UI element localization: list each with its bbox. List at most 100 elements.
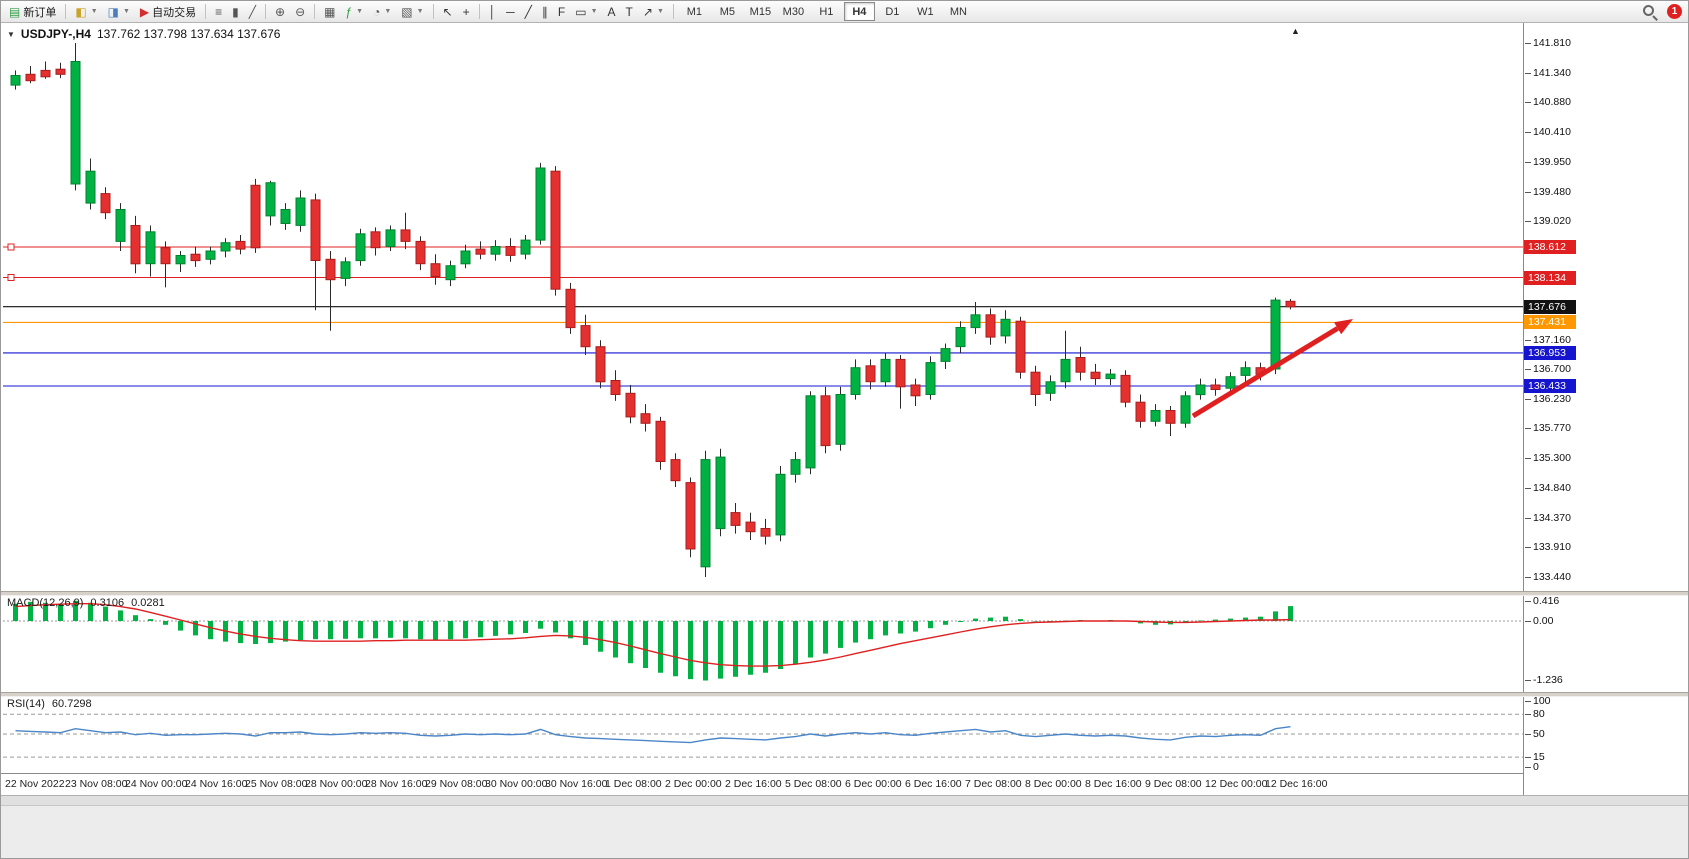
- timeframe-button-mn[interactable]: MN: [949, 5, 967, 18]
- search-button[interactable]: [1637, 1, 1662, 22]
- time-axis-label: 7 Dec 08:00: [965, 778, 1022, 790]
- rsi-axis-tick: 0: [1525, 761, 1539, 773]
- timeframe-button-m5[interactable]: M5: [719, 5, 736, 18]
- price-axis[interactable]: 141.810 141.340 140.880 140.410 139.950 139.4…: [1523, 23, 1688, 858]
- price-level-badge: 138.134: [1524, 271, 1576, 285]
- time-axis-label: 8 Dec 00:00: [1025, 778, 1082, 790]
- horizontal-line-button[interactable]: ─: [501, 1, 520, 22]
- price-level-badge: 138.612: [1524, 240, 1576, 254]
- new-order-button[interactable]: ▤ 新订单: [4, 1, 61, 22]
- candlestick-mode-button[interactable]: ▮: [227, 1, 244, 22]
- auto-trading-button-label: 自动交易: [152, 6, 197, 19]
- toolbar-separator: [672, 4, 674, 19]
- profiles-button[interactable]: ◨ ▼: [103, 1, 135, 22]
- time-axis-label: 6 Dec 00:00: [845, 778, 902, 790]
- notifications-badge[interactable]: 1: [1667, 4, 1682, 19]
- dropdown-caret-icon: ▼: [590, 8, 598, 15]
- bar-chart-mode-button[interactable]: ≡: [210, 1, 227, 22]
- channel-button[interactable]: ∥: [537, 1, 553, 22]
- timeframe-button-m30[interactable]: M30: [782, 5, 805, 18]
- price-chart-canvas[interactable]: [3, 25, 1523, 591]
- price-tick: 139.480: [1525, 186, 1571, 198]
- cursor-button[interactable]: ↖: [438, 1, 458, 22]
- toolbar: ▤ 新订单 ◧ ▼ ◨ ▼ ▶ 自动交易 ≡ ▮ ╱ ⊕ ⊖ ▦ ƒ ▼ ◔ ▼ ▧ ▼ ↖ + │ ─ ╱ ∥ F ▭ ▼ A T ↗ ▼ M1…: [1, 1, 1688, 23]
- timeframe-button-d1[interactable]: D1: [885, 5, 900, 18]
- cursor-button-icon: ↖: [442, 4, 453, 19]
- dropdown-caret-icon: ▼: [656, 8, 664, 15]
- price-tick: 135.300: [1525, 452, 1571, 464]
- time-axis-label: 29 Nov 08:00: [425, 778, 488, 790]
- ohlc-values: 137.762 137.798 137.634 137.676: [96, 27, 281, 41]
- price-level-badge: 137.431: [1524, 315, 1576, 329]
- time-axis[interactable]: 22 Nov 2022 23 Nov 08:00 24 Nov 00:00 24 No…: [1, 773, 1523, 795]
- rsi-panel-canvas[interactable]: [3, 695, 1523, 773]
- time-axis-label: 8 Dec 16:00: [1085, 778, 1142, 790]
- macd-main-value: 0.3106: [90, 597, 125, 609]
- macd-panel-canvas[interactable]: [3, 594, 1523, 692]
- time-axis-label: 2 Dec 16:00: [725, 778, 782, 790]
- indicators-button-icon: ƒ: [345, 4, 353, 19]
- price-tick: 137.160: [1525, 334, 1571, 346]
- dropdown-caret-icon: ▼: [416, 8, 424, 15]
- time-axis-label: 23 Nov 08:00: [65, 778, 128, 790]
- toolbar-separator: [432, 4, 434, 19]
- dropdown-caret-icon: ▼: [90, 8, 98, 15]
- macd-label: MACD(12,26,9) 0.3106 0.0281: [7, 597, 165, 609]
- autoscroll-marker-icon[interactable]: ▲: [1291, 26, 1300, 36]
- search-icon: [1642, 4, 1657, 19]
- bar-chart-mode-button-icon: ≡: [215, 4, 223, 19]
- line-chart-mode-button[interactable]: ╱: [244, 1, 261, 22]
- dropdown-caret-icon: ▼: [356, 8, 364, 15]
- tile-windows-button[interactable]: ▦: [319, 1, 340, 22]
- horizontal-line-button-icon: ─: [506, 4, 515, 19]
- time-axis-label: 30 Nov 00:00: [485, 778, 548, 790]
- time-axis-label: 28 Nov 00:00: [305, 778, 368, 790]
- new-chart-button[interactable]: ◧ ▼: [70, 1, 102, 22]
- panel-splitter[interactable]: [1, 591, 1688, 596]
- timeframe-button-m15[interactable]: M15: [749, 5, 772, 18]
- trendline-button[interactable]: ╱: [520, 1, 537, 22]
- price-tick: 139.950: [1525, 156, 1571, 168]
- price-level-badge: 137.676: [1524, 300, 1576, 314]
- price-tick: 135.770: [1525, 422, 1571, 434]
- time-axis-label: 1 Dec 08:00: [605, 778, 662, 790]
- time-axis-label: 5 Dec 08:00: [785, 778, 842, 790]
- timeframe-button-h4[interactable]: H4: [843, 2, 875, 21]
- rsi-label: RSI(14) 60.7298: [7, 698, 92, 710]
- time-axis-label: 12 Dec 16:00: [1265, 778, 1328, 790]
- rsi-axis-tick: 80: [1525, 708, 1545, 720]
- vertical-line-button[interactable]: │: [484, 1, 502, 22]
- zoom-in-button[interactable]: ⊕: [270, 1, 290, 22]
- timeframe-button-h1[interactable]: H1: [819, 5, 834, 18]
- timeframe-button-w1[interactable]: W1: [917, 5, 934, 18]
- auto-trading-button[interactable]: ▶ 自动交易: [135, 1, 201, 22]
- status-bar: [1, 795, 1688, 858]
- time-axis-label: 9 Dec 08:00: [1145, 778, 1202, 790]
- templates-button[interactable]: ▧ ▼: [396, 1, 428, 22]
- price-level-badge: 136.433: [1524, 379, 1576, 393]
- fibonacci-button[interactable]: F: [553, 1, 570, 22]
- rsi-axis-tick: 50: [1525, 728, 1545, 740]
- toolbar-separator: [478, 4, 480, 19]
- text-button[interactable]: A: [603, 1, 621, 22]
- panel-splitter[interactable]: [1, 692, 1688, 697]
- indicators-button[interactable]: ƒ ▼: [340, 1, 368, 22]
- zoom-out-button[interactable]: ⊖: [290, 1, 310, 22]
- chart-title: ▼ USDJPY-,H4 137.762 137.798 137.634 137…: [7, 27, 280, 41]
- price-tick: 140.880: [1525, 96, 1571, 108]
- zoom-in-button-icon: ⊕: [275, 4, 286, 19]
- crosshair-button[interactable]: +: [458, 1, 475, 22]
- shapes-button[interactable]: ▭ ▼: [570, 1, 602, 22]
- chart-dropdown-icon[interactable]: ▼: [7, 29, 15, 39]
- line-chart-mode-button-icon: ╱: [248, 4, 256, 19]
- timeframe-button-m1[interactable]: M1: [686, 5, 703, 18]
- fibonacci-button-icon: F: [557, 4, 566, 19]
- tile-windows-button-icon: ▦: [324, 4, 336, 19]
- periods-button[interactable]: ◔ ▼: [368, 1, 396, 22]
- arrows-button[interactable]: ↗ ▼: [638, 1, 669, 22]
- label-button[interactable]: T: [621, 1, 638, 22]
- time-axis-label: 30 Nov 16:00: [545, 778, 608, 790]
- price-tick: 141.810: [1525, 37, 1571, 49]
- horizontal-scrollbar[interactable]: [1, 796, 1688, 806]
- toolbar-separator: [205, 4, 207, 19]
